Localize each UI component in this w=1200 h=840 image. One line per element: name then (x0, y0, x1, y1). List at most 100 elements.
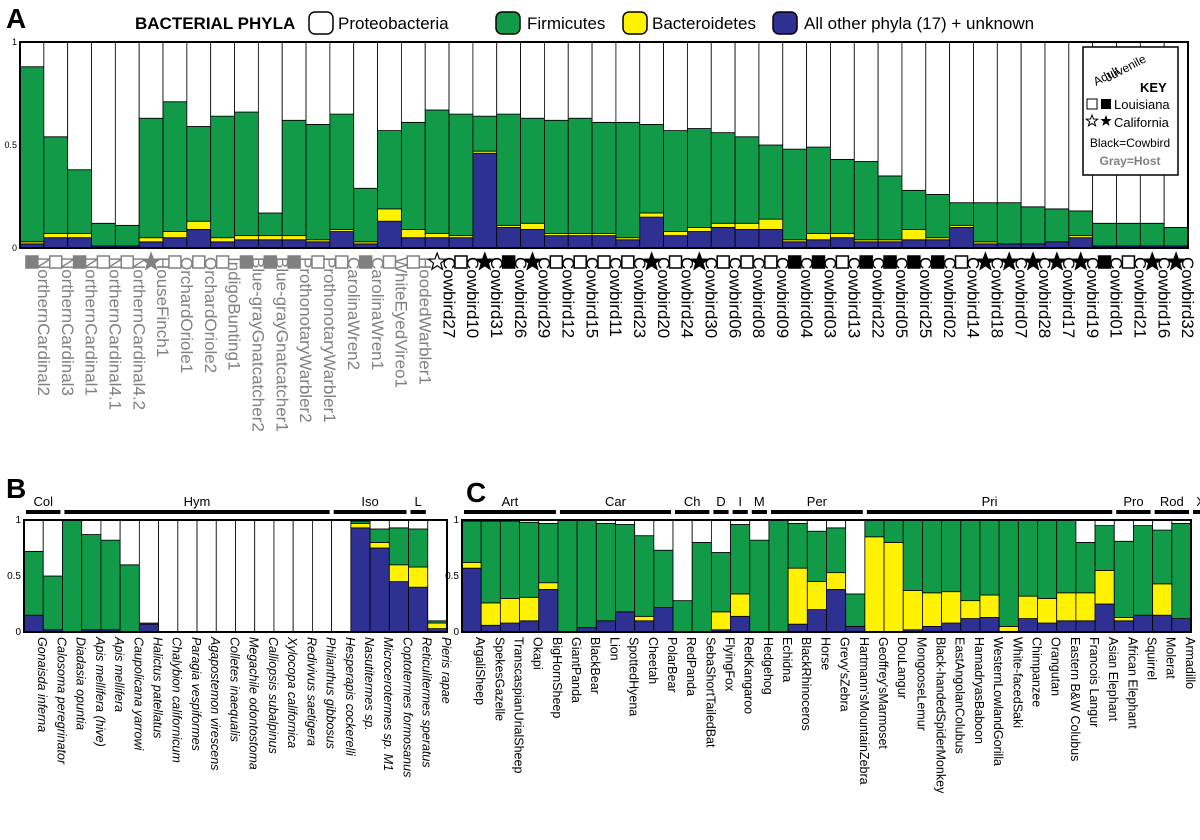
bar-segment-firmicutes (734, 136, 760, 224)
category-label-indigobunting1: IndigoBunting1 (225, 257, 244, 370)
filled-square-icon (930, 255, 945, 269)
bar-segment-firmicutes (329, 113, 355, 230)
bar-segment-all-other-phyla-17-unknown (806, 609, 827, 633)
filled-star-icon (641, 251, 662, 271)
bar-segment-bacteroidetes (234, 235, 259, 241)
bar-segment-firmicutes (806, 530, 827, 583)
bar-segment-proteobacteria (544, 41, 569, 121)
bar-segment-firmicutes (461, 520, 482, 563)
bar-segment-all-other-phyla-17-unknown (591, 235, 617, 249)
bar-blue-graygnatcatcher1 (257, 41, 283, 249)
bar-segment-all-other-phyla-17-unknown (448, 237, 474, 249)
category-label-asian-elephant: Asian Elephant (1106, 637, 1120, 722)
bar-segment-bacteroidetes (281, 235, 307, 241)
key-box: Adult Juvenile KEY Louisiana California … (1082, 46, 1179, 176)
bar-segment-firmicutes (448, 113, 474, 237)
legend-label-other: All other phyla (17) + unknown (804, 14, 1034, 33)
bar-segment-firmicutes (519, 521, 540, 598)
category-label-northerncardinal3: NorthernCardinal3 (58, 257, 77, 396)
y-tick-label: 0.5 (4, 140, 17, 150)
bar-segment-proteobacteria (710, 519, 731, 553)
group-label-car: Car (605, 494, 627, 509)
bar-segment-proteobacteria (215, 519, 236, 633)
bar-segment-proteobacteria (312, 519, 333, 633)
bar-segment-proteobacteria (615, 41, 641, 123)
bar-segment-all-other-phyla-17-unknown (350, 527, 371, 633)
bar-segment-proteobacteria (114, 41, 140, 226)
bar-segment-proteobacteria (806, 41, 831, 148)
filled-star-icon (1022, 251, 1044, 271)
bar-segment-bacteroidetes (138, 237, 164, 243)
filled-star-icon (522, 251, 543, 271)
bar-segment-proteobacteria (210, 41, 235, 117)
bar-segment-firmicutes (1020, 206, 1046, 245)
bar-blue-graygnatcatcher2 (234, 41, 259, 249)
legend-swatch-bacteroidetes (622, 11, 648, 35)
bar-coptotermes-formosanus (388, 519, 409, 633)
bar-armadillo (1171, 519, 1192, 633)
bar-segment-firmicutes (758, 144, 784, 220)
bar-segment-firmicutes (877, 175, 903, 241)
bar-redivivus-saetigera (292, 519, 313, 633)
bar-segment-bacteroidetes (388, 564, 409, 582)
bar-segment-bacteroidetes (941, 591, 962, 624)
category-label-hoodedwarbler1: HoodedWarbler1 (415, 257, 434, 385)
bar-segment-firmicutes (496, 113, 521, 226)
bar-apis-mellifera-hive (81, 519, 102, 633)
bar-segment-proteobacteria (853, 41, 879, 162)
key-gray-note: Gray=Host (1099, 154, 1160, 168)
bar-segment-proteobacteria (257, 41, 283, 214)
bar-segment-proteobacteria (591, 41, 617, 123)
open-square-icon (668, 255, 683, 269)
bar-segment-firmicutes (1133, 525, 1154, 616)
bar-segment-firmicutes (369, 528, 390, 543)
bar-segment-proteobacteria (1113, 519, 1134, 542)
bar-segment-all-other-phyla-17-unknown (519, 620, 540, 633)
bar-segment-all-other-phyla-17-unknown (43, 237, 69, 249)
bar-segment-bacteroidetes (350, 522, 371, 529)
bar-segment-firmicutes (941, 519, 962, 593)
category-label-white-facedsaki: White-facedSaki (1010, 637, 1024, 728)
bar-segment-firmicutes (1056, 519, 1077, 594)
category-label-cowbird28: Cowbird28 (1035, 257, 1054, 338)
category-label-cowbird31: Cowbird31 (487, 257, 506, 338)
category-label-carolinawren1: CarolinaWren1 (368, 257, 387, 370)
bar-segment-all-other-phyla-17-unknown (979, 617, 1000, 633)
bar-segment-all-other-phyla-17-unknown (538, 589, 559, 633)
filled-star-icon (140, 251, 162, 271)
filled-square-icon (811, 255, 826, 269)
bar-segment-firmicutes (1113, 540, 1134, 618)
bar-segment-firmicutes (730, 524, 751, 595)
open-square-icon (597, 255, 611, 269)
bar-segment-firmicutes (42, 575, 63, 631)
category-label-apis-mellifera-hive: Apis mellifera (hive) (93, 636, 107, 747)
bar-segment-firmicutes (979, 519, 1000, 596)
group-label-col: Col (33, 494, 53, 509)
bar-white-facedsaki (998, 519, 1019, 633)
category-label-cheetah: Cheetah (646, 637, 660, 684)
bar-segment-all-other-phyla-17-unknown (480, 624, 501, 633)
key-louisiana: Louisiana (1114, 97, 1170, 112)
bar-segment-firmicutes (1044, 208, 1070, 243)
category-label-cowbird18: Cowbird18 (988, 257, 1007, 338)
y-tick-label: 0 (12, 243, 17, 253)
bar-segment-bacteroidetes (730, 593, 751, 617)
filled-star-icon (1046, 251, 1068, 271)
bar-cowbird04 (782, 41, 808, 249)
open-square-icon (168, 255, 182, 269)
category-label-carolinawren2: CarolinaWren2 (344, 257, 363, 370)
bar-segment-all-other-phyla-17-unknown (186, 229, 212, 249)
category-label-philanthus-gibbosus: Philanthus gibbosus (324, 637, 338, 749)
bar-segment-proteobacteria (782, 41, 808, 150)
legend-swatch-proteobacteria (308, 11, 334, 35)
category-label-cowbird02: Cowbird02 (940, 257, 959, 338)
bar-segment-firmicutes (615, 121, 641, 239)
bar-segment-proteobacteria (1152, 519, 1173, 531)
bar-spottedhyena (615, 519, 636, 633)
bar-segment-firmicutes (925, 194, 951, 239)
bar-segment-proteobacteria (734, 41, 760, 138)
category-label-cowbird29: Cowbird29 (535, 257, 554, 338)
category-label-giantpanda: GiantPanda (569, 637, 583, 703)
bar-segment-bacteroidetes (43, 233, 69, 239)
bar-geoffrey-smarmoset (864, 519, 885, 633)
